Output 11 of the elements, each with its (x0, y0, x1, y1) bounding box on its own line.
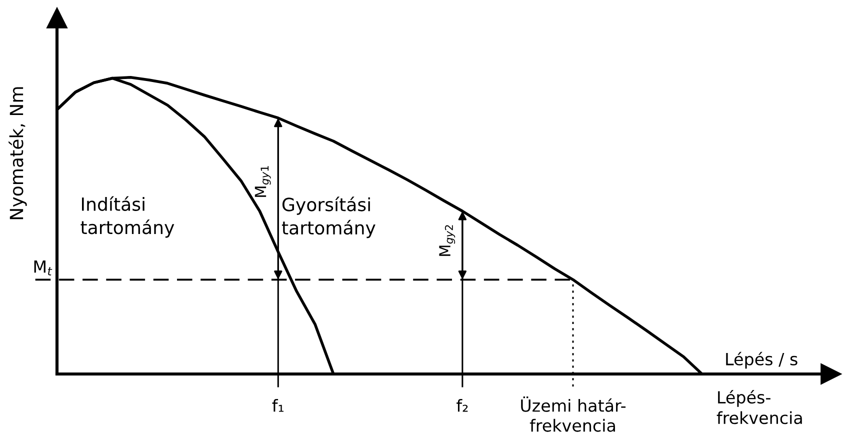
ref-line-label: M$_{t}$ (34, 260, 52, 276)
y-axis-title: Nyomaték, Nm (8, 87, 27, 220)
text: Lépés- frekvencia (716, 390, 802, 424)
x-axis-title: Lépés / s (726, 352, 798, 369)
annotation: M$_{gy1}$ (254, 166, 271, 197)
annotation: Indítási tartomány (80, 196, 174, 238)
x-tick-label: f₂ (456, 399, 468, 412)
x-tick-label: f₁ (272, 399, 284, 412)
annotation: M$_{gy2}$ (439, 225, 456, 256)
x-tick-label: Üzemi határ- frekvencia (521, 396, 626, 432)
annotation: Gyorsítási tartomány (282, 196, 376, 238)
